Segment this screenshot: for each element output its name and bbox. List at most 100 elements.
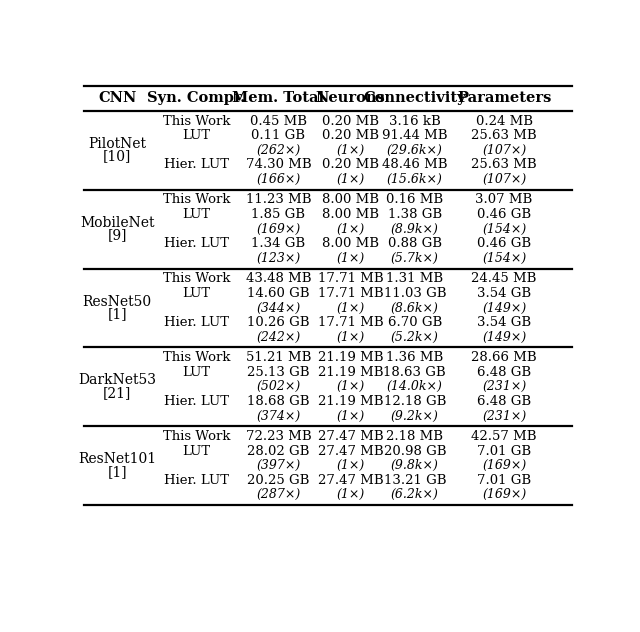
Text: 0.24 MB: 0.24 MB: [476, 114, 532, 128]
Text: (502×): (502×): [256, 380, 301, 393]
Text: 0.46 GB: 0.46 GB: [477, 208, 531, 221]
Text: (169×): (169×): [256, 222, 301, 236]
Text: 8.00 MB: 8.00 MB: [322, 208, 379, 221]
Text: 18.63 GB: 18.63 GB: [383, 366, 446, 379]
Text: (169×): (169×): [482, 489, 526, 501]
Text: 27.47 MB: 27.47 MB: [317, 444, 383, 458]
Text: (1×): (1×): [336, 410, 364, 423]
Text: 17.71 MB: 17.71 MB: [317, 272, 383, 285]
Text: (1×): (1×): [336, 301, 364, 315]
Text: (1×): (1×): [336, 331, 364, 344]
Text: 3.07 MB: 3.07 MB: [476, 193, 532, 207]
Text: 42.57 MB: 42.57 MB: [471, 430, 537, 443]
Text: (166×): (166×): [256, 173, 301, 186]
Text: 28.66 MB: 28.66 MB: [471, 351, 537, 364]
Text: (9.2k×): (9.2k×): [391, 410, 439, 423]
Text: Connectivity: Connectivity: [364, 91, 466, 105]
Text: Syn. Compr.: Syn. Compr.: [147, 91, 246, 105]
Text: 2.18 MB: 2.18 MB: [387, 430, 444, 443]
Text: (397×): (397×): [256, 459, 301, 472]
Text: (9.8k×): (9.8k×): [391, 459, 439, 472]
Text: Hier. LUT: Hier. LUT: [164, 316, 229, 329]
Text: (231×): (231×): [482, 380, 526, 393]
Text: 20.98 GB: 20.98 GB: [383, 444, 446, 458]
Text: 25.63 MB: 25.63 MB: [471, 159, 537, 171]
Text: (242×): (242×): [256, 331, 301, 344]
Text: 18.68 GB: 18.68 GB: [247, 395, 310, 408]
Text: 24.45 MB: 24.45 MB: [472, 272, 537, 285]
Text: 6.48 GB: 6.48 GB: [477, 366, 531, 379]
Text: 3.54 GB: 3.54 GB: [477, 287, 531, 300]
Text: 3.16 kB: 3.16 kB: [389, 114, 441, 128]
Text: (154×): (154×): [482, 222, 526, 236]
Text: 25.13 GB: 25.13 GB: [247, 366, 310, 379]
Text: 6.70 GB: 6.70 GB: [388, 316, 442, 329]
Text: (1×): (1×): [336, 173, 364, 186]
Text: 21.19 MB: 21.19 MB: [317, 366, 383, 379]
Text: 6.48 GB: 6.48 GB: [477, 395, 531, 408]
Text: (29.6k×): (29.6k×): [387, 144, 443, 157]
Text: ResNet50: ResNet50: [83, 295, 152, 308]
Text: 10.26 GB: 10.26 GB: [247, 316, 310, 329]
Text: Mem. Total: Mem. Total: [232, 91, 324, 105]
Text: 17.71 MB: 17.71 MB: [317, 316, 383, 329]
Text: (1×): (1×): [336, 144, 364, 157]
Text: 27.47 MB: 27.47 MB: [317, 430, 383, 443]
Text: Parameters: Parameters: [457, 91, 551, 105]
Text: 43.48 MB: 43.48 MB: [246, 272, 311, 285]
Text: (5.7k×): (5.7k×): [391, 252, 439, 265]
Text: 1.36 MB: 1.36 MB: [386, 351, 444, 364]
Text: 11.03 GB: 11.03 GB: [383, 287, 446, 300]
Text: (8.6k×): (8.6k×): [391, 301, 439, 315]
Text: CNN: CNN: [98, 91, 136, 105]
Text: (107×): (107×): [482, 173, 526, 186]
Text: DarkNet53: DarkNet53: [78, 374, 156, 387]
Text: 0.46 GB: 0.46 GB: [477, 237, 531, 250]
Text: (1×): (1×): [336, 489, 364, 501]
Text: This Work: This Work: [163, 430, 230, 443]
Text: (344×): (344×): [256, 301, 301, 315]
Text: 72.23 MB: 72.23 MB: [246, 430, 311, 443]
Text: This Work: This Work: [163, 193, 230, 207]
Text: LUT: LUT: [182, 287, 211, 300]
Text: This Work: This Work: [163, 272, 230, 285]
Text: [1]: [1]: [108, 465, 127, 479]
Text: (374×): (374×): [256, 410, 301, 423]
Text: 0.20 MB: 0.20 MB: [322, 159, 379, 171]
Text: (107×): (107×): [482, 144, 526, 157]
Text: 0.20 MB: 0.20 MB: [322, 114, 379, 128]
Text: [10]: [10]: [103, 150, 131, 164]
Text: 74.30 MB: 74.30 MB: [246, 159, 311, 171]
Text: 1.31 MB: 1.31 MB: [386, 272, 444, 285]
Text: (123×): (123×): [256, 252, 301, 265]
Text: [9]: [9]: [108, 228, 127, 243]
Text: 8.00 MB: 8.00 MB: [322, 193, 379, 207]
Text: 0.45 MB: 0.45 MB: [250, 114, 307, 128]
Text: 1.38 GB: 1.38 GB: [388, 208, 442, 221]
Text: 8.00 MB: 8.00 MB: [322, 237, 379, 250]
Text: MobileNet: MobileNet: [80, 216, 154, 230]
Text: [21]: [21]: [103, 386, 131, 400]
Text: (14.0k×): (14.0k×): [387, 380, 443, 393]
Text: (154×): (154×): [482, 252, 526, 265]
Text: LUT: LUT: [182, 129, 211, 142]
Text: (149×): (149×): [482, 301, 526, 315]
Text: 17.71 MB: 17.71 MB: [317, 287, 383, 300]
Text: 7.01 GB: 7.01 GB: [477, 474, 531, 487]
Text: 48.46 MB: 48.46 MB: [382, 159, 447, 171]
Text: LUT: LUT: [182, 444, 211, 458]
Text: 3.54 GB: 3.54 GB: [477, 316, 531, 329]
Text: 91.44 MB: 91.44 MB: [382, 129, 447, 142]
Text: (262×): (262×): [256, 144, 301, 157]
Text: 21.19 MB: 21.19 MB: [317, 395, 383, 408]
Text: (169×): (169×): [482, 459, 526, 472]
Text: 21.19 MB: 21.19 MB: [317, 351, 383, 364]
Text: 1.85 GB: 1.85 GB: [252, 208, 305, 221]
Text: 0.20 MB: 0.20 MB: [322, 129, 379, 142]
Text: (5.2k×): (5.2k×): [391, 331, 439, 344]
Text: 12.18 GB: 12.18 GB: [383, 395, 446, 408]
Text: 0.88 GB: 0.88 GB: [388, 237, 442, 250]
Text: 28.02 GB: 28.02 GB: [247, 444, 310, 458]
Text: 1.34 GB: 1.34 GB: [252, 237, 305, 250]
Text: (231×): (231×): [482, 410, 526, 423]
